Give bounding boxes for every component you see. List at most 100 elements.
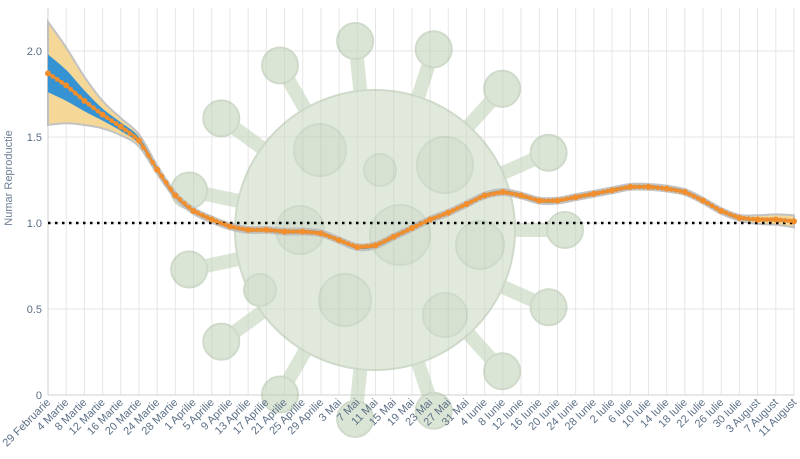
series-marker [364,243,369,249]
series-marker [768,217,774,222]
series-marker [195,210,201,216]
data-point [463,201,470,208]
series-marker [350,242,356,248]
series-marker [77,94,83,100]
series-marker [86,101,92,107]
series-marker [582,193,588,198]
data-point [645,183,652,190]
data-point [408,225,415,232]
series-marker [568,195,574,201]
series-marker [177,196,183,202]
series-marker [323,232,328,238]
data-point [117,123,124,130]
series-marker [450,208,456,213]
series-marker [95,108,101,114]
data-point [81,97,88,104]
series-marker [232,224,237,230]
series-marker [395,232,401,238]
series-marker [468,199,474,205]
series-marker [759,217,765,222]
series-marker [273,228,278,234]
y-tick-label: 1.0 [27,218,42,230]
data-point [481,192,488,199]
series-marker [50,73,55,79]
data-point [135,137,142,144]
series-marker [268,227,274,233]
data-point [154,166,161,173]
series-marker [291,229,297,235]
series-marker [304,229,310,235]
data-point [299,228,306,235]
series-marker [705,200,710,206]
y-tick-label: 1.5 [27,132,42,144]
series-marker [159,173,165,179]
series-marker [113,121,119,127]
series-marker [72,90,78,96]
series-marker [714,205,720,211]
series-marker [254,227,260,233]
data-point [354,244,361,251]
data-point [572,194,579,201]
data-point [427,216,434,223]
data-point [336,237,343,244]
data-point [554,197,561,204]
series-marker [486,192,492,198]
series-marker [400,230,406,235]
data-point [627,183,634,190]
series-marker [623,185,629,191]
data-point [590,190,597,197]
series-marker [313,230,319,236]
series-marker [564,196,569,202]
series-marker [423,219,428,225]
data-point [63,82,70,89]
series-marker [764,217,770,222]
series-marker [586,192,592,198]
series-marker [541,198,547,204]
series-layer [45,70,797,251]
series-marker [432,215,438,221]
series-marker [750,216,756,222]
data-point [791,218,797,225]
series-marker [236,225,242,231]
series-marker [641,184,647,190]
y-tick-label: 0 [36,390,42,402]
series-marker [632,184,638,190]
series-marker [741,215,747,221]
series-marker [168,186,174,192]
series-marker [659,185,665,191]
series-marker [386,236,392,242]
series-marker [545,198,551,204]
series-marker [295,229,301,235]
series-marker [787,218,792,224]
series-marker [68,86,74,92]
data-point [445,209,452,216]
series-marker [527,195,533,201]
series-marker [250,227,256,233]
series-marker [309,230,315,235]
data-point [208,216,215,223]
virus-watermark-image [170,22,584,438]
series-marker [454,205,460,211]
series-marker [686,191,692,197]
series-marker [54,76,60,82]
data-point [390,233,397,240]
data-point [736,214,743,221]
series-marker [277,228,283,234]
data-point [99,111,106,118]
data-point [45,70,51,77]
series-marker [382,238,388,244]
series-marker [186,204,192,210]
series-marker [59,79,65,85]
series-marker [650,184,656,190]
series-marker [618,186,624,192]
series-marker [636,184,642,190]
series-marker [200,212,206,218]
series-marker [259,227,265,233]
series-marker [377,240,383,246]
series-marker [782,218,788,223]
series-marker [132,134,137,140]
series-marker [550,198,556,204]
series-marker [122,127,128,133]
data-point [190,207,197,214]
